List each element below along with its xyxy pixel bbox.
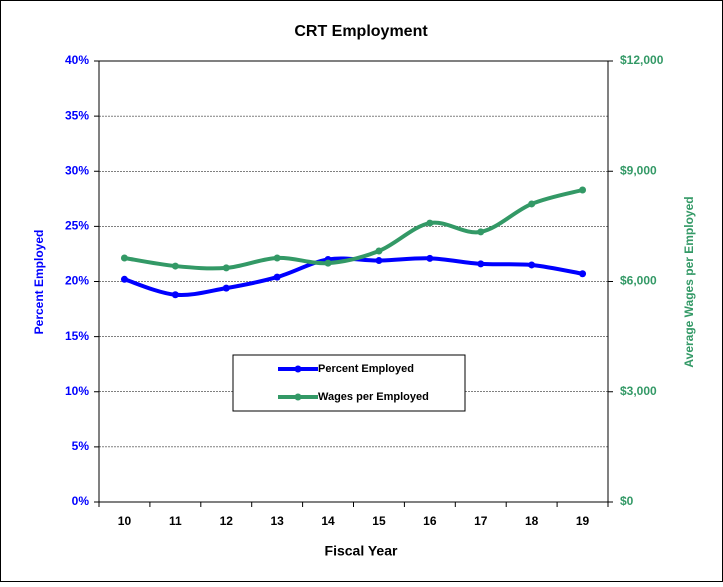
y2-tick-label: $0 <box>620 494 634 508</box>
data-point <box>528 200 536 208</box>
data-point <box>324 259 332 267</box>
data-point <box>273 254 281 262</box>
y-tick-label: 35% <box>65 108 89 122</box>
y-tick-label: 30% <box>65 163 89 177</box>
data-point <box>375 257 383 265</box>
x-tick-label: 18 <box>525 514 539 528</box>
data-point <box>120 275 128 283</box>
x-tick-label: 13 <box>270 514 284 528</box>
y-tick-label: 40% <box>65 53 89 67</box>
y-axis-label: Percent Employed <box>32 230 46 335</box>
x-tick-label: 16 <box>423 514 437 528</box>
data-point <box>579 270 587 278</box>
data-point <box>120 254 128 262</box>
y2-tick-label: $9,000 <box>620 163 657 177</box>
y2-axis-label: Average Wages per Employed <box>682 196 696 367</box>
x-tick-label: 12 <box>220 514 234 528</box>
legend-marker <box>294 365 302 373</box>
data-point <box>375 247 383 255</box>
data-point <box>273 273 281 281</box>
y2-tick-label: $3,000 <box>620 384 657 398</box>
data-point <box>426 254 434 262</box>
data-point <box>426 219 434 227</box>
x-axis-label: Fiscal Year <box>325 543 398 559</box>
x-tick-label: 14 <box>321 514 335 528</box>
data-point <box>222 264 230 272</box>
y2-tick-label: $6,000 <box>620 274 657 288</box>
data-point <box>477 260 485 268</box>
legend-marker <box>294 393 302 401</box>
data-point <box>528 261 536 269</box>
y-tick-label: 15% <box>65 329 89 343</box>
y-tick-label: 25% <box>65 219 89 233</box>
data-point <box>477 228 485 236</box>
data-point <box>222 284 230 292</box>
legend-box <box>232 354 466 412</box>
x-tick-label: 10 <box>118 514 132 528</box>
data-point <box>171 262 179 270</box>
series-line <box>124 188 584 271</box>
y-tick-label: 0% <box>72 494 90 508</box>
chart-title: CRT Employment <box>294 23 428 40</box>
y-tick-label: 20% <box>65 274 89 288</box>
x-tick-label: 11 <box>169 514 182 528</box>
data-point <box>171 291 179 299</box>
legend-label: Wages per Employed <box>318 391 429 403</box>
x-tick-label: 15 <box>372 514 386 528</box>
legend-label: Percent Employed <box>318 363 414 375</box>
y-tick-label: 5% <box>72 439 90 453</box>
x-tick-label: 19 <box>576 514 590 528</box>
data-point <box>579 186 587 194</box>
y-tick-label: 10% <box>65 384 89 398</box>
x-tick-label: 17 <box>474 514 488 528</box>
y2-tick-label: $12,000 <box>620 53 664 67</box>
